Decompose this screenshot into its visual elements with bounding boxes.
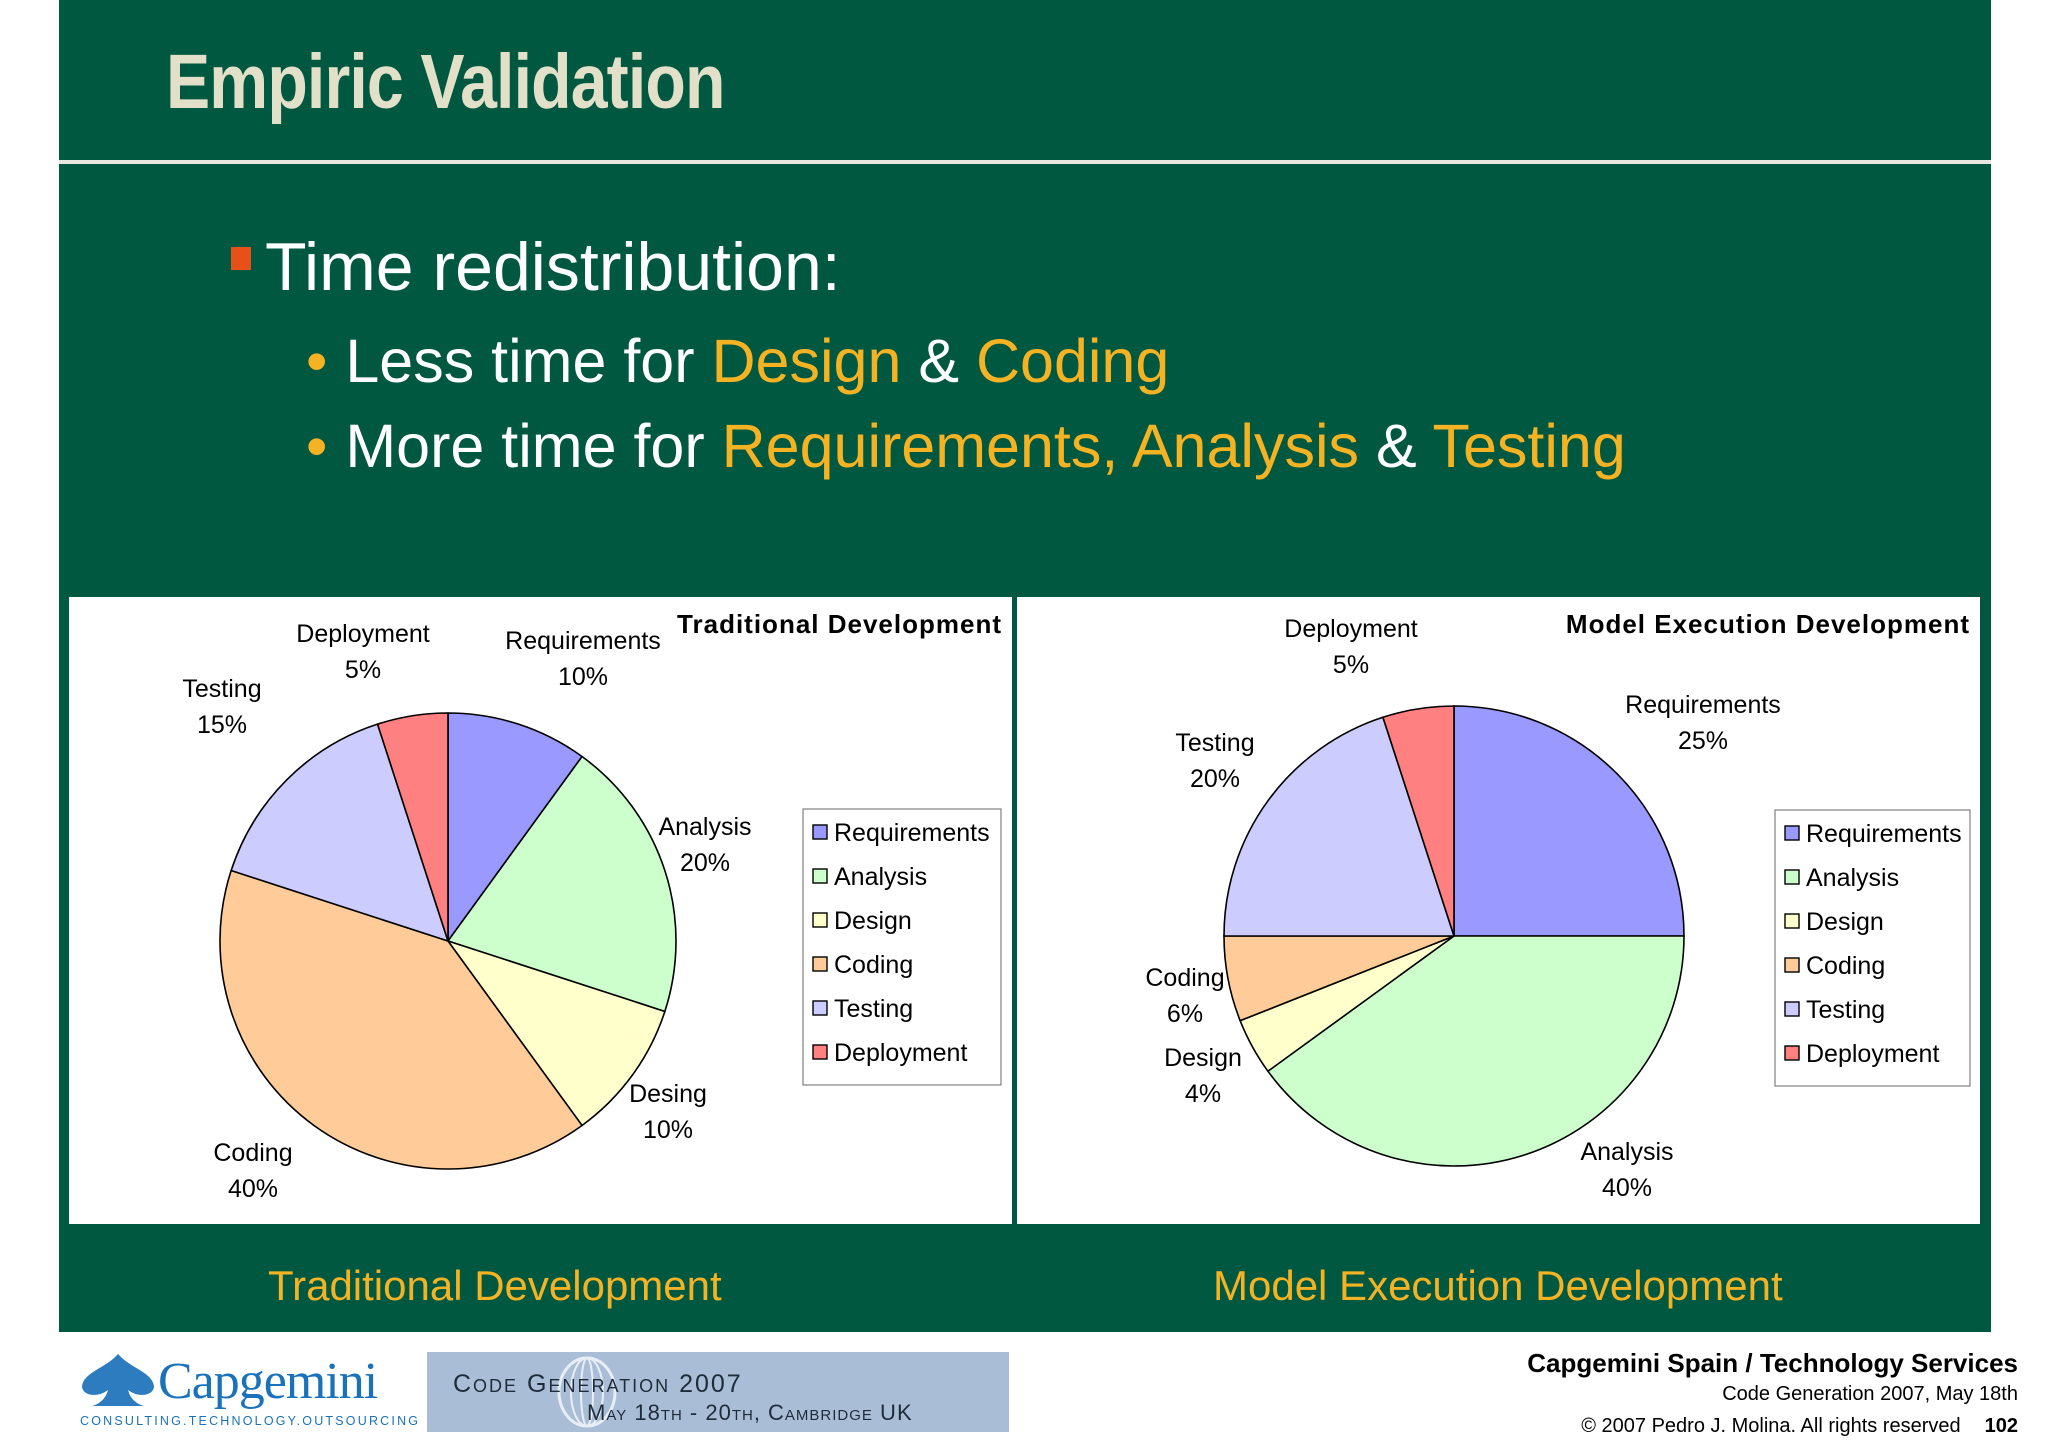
chart-title: Traditional Development: [677, 609, 1002, 639]
legend-swatch-testing: [1784, 1001, 1800, 1017]
slice-value-testing: 15%: [197, 711, 247, 739]
slide-title: Empiric Validation: [166, 39, 725, 125]
legend-label-requirements: Requirements: [1806, 820, 1962, 848]
chart-panel-traditional: Requirements 10% Analysis 20% Desing 10% Codin…: [69, 597, 1012, 1224]
legend-swatch-deployment: [812, 1044, 828, 1060]
legend-label-coding: Coding: [1806, 952, 1885, 980]
slide: Empiric Validation Time redistribution: …: [59, 0, 1991, 1332]
legend-swatch-deployment: [1784, 1045, 1800, 1061]
slice-label-design: Desing: [629, 1080, 707, 1108]
pie-slice-requirements: [447, 712, 584, 944]
slice-label-coding: Coding: [1145, 964, 1224, 992]
slice-value-analysis: 40%: [1602, 1174, 1652, 1202]
legend-label-analysis: Analysis: [834, 863, 927, 891]
legend-label-deployment: Deployment: [1806, 1040, 1939, 1068]
pie-slice-coding: [219, 869, 584, 1170]
legend-box: [802, 808, 1002, 1086]
bullet-dot-icon: •: [306, 412, 328, 480]
slice-label-testing: Testing: [1175, 729, 1254, 757]
slice-label-analysis: Analysis: [658, 813, 751, 841]
legend-label-testing: Testing: [1806, 996, 1885, 1024]
slice-value-testing: 20%: [1190, 765, 1240, 793]
caption-traditional: Traditional Development: [268, 1262, 722, 1309]
chart-panel-model-execution: Requirements 25% Analysis 40% Design 4% Coding…: [1017, 597, 1980, 1224]
legend-label-design: Design: [834, 907, 912, 935]
slice-label-deployment: Deployment: [1284, 615, 1417, 643]
pie-slice-testing: [1223, 716, 1456, 937]
chart-title: Model Execution Development: [1566, 609, 1970, 639]
legend-label-requirements: Requirements: [834, 819, 990, 847]
banner-dates: May 18th - 20th, Cambridge UK: [587, 1400, 913, 1425]
sub-bullet-2-prefix: More time for: [345, 412, 722, 480]
sub-bullet-1-highlight-2: Coding: [975, 327, 1170, 395]
square-bullet-icon: [231, 246, 251, 270]
bullet-dot-icon: •: [306, 327, 328, 395]
legend-swatch-testing: [812, 1000, 828, 1016]
legend-label-analysis: Analysis: [1806, 864, 1899, 892]
pie-slice-design: [445, 939, 666, 1127]
legend-swatch-design: [812, 912, 828, 928]
slice-label-testing: Testing: [182, 675, 261, 703]
legend-label-design: Design: [1806, 908, 1884, 936]
sub-bullet-2-mid: &: [1359, 412, 1433, 480]
legend-swatch-analysis: [812, 868, 828, 884]
slice-value-design: 10%: [643, 1116, 693, 1144]
sub-bullet-2-highlight-2: Testing: [1432, 412, 1626, 480]
legend-swatch-design: [1784, 913, 1800, 929]
legend-label-coding: Coding: [834, 951, 913, 979]
sub-bullet-1-mid: &: [901, 327, 976, 395]
legend-swatch-requirements: [1784, 825, 1800, 841]
capgemini-tagline: CONSULTING.TECHNOLOGY.OUTSOURCING: [80, 1414, 421, 1428]
pie-slice-analysis: [446, 755, 677, 1013]
footer-company: Capgemini Spain / Technology Services: [1527, 1348, 2018, 1378]
pie-slice-requirements: [1453, 705, 1685, 937]
banner-title: Code Generation 2007: [453, 1370, 743, 1398]
footer-event: Code Generation 2007, May 18th: [1722, 1383, 2018, 1405]
slice-label-requirements: Requirements: [1625, 691, 1781, 719]
legend-swatch-analysis: [1784, 869, 1800, 885]
slice-value-coding: 6%: [1167, 1000, 1203, 1028]
pie-slice-deployment: [1381, 705, 1455, 937]
slice-label-deployment: Deployment: [296, 620, 429, 648]
pie-chart-model-execution: Requirements 25% Analysis 40% Design 4% Coding…: [1145, 609, 1971, 1202]
slice-value-requirements: 25%: [1678, 727, 1728, 755]
slice-label-design: Design: [1164, 1044, 1242, 1072]
legend-swatch-coding: [812, 956, 828, 972]
capgemini-logo: Capgemini CONSULTING.TECHNOLOGY.OUTSOURC…: [78, 1350, 418, 1430]
main-bullet: Time redistribution:: [231, 228, 841, 306]
legend-label-testing: Testing: [834, 995, 913, 1023]
sub-bullet-1: • Less time for Design & Coding: [306, 326, 1169, 396]
capgemini-logo-text: Capgemini: [158, 1353, 378, 1410]
banner-globe-icon: [557, 1356, 617, 1428]
legend-label-deployment: Deployment: [834, 1039, 967, 1067]
slice-value-deployment: 5%: [345, 656, 381, 684]
pie-chart-traditional: Requirements 10% Analysis 20% Desing 10% Codin…: [182, 609, 1002, 1203]
slice-label-requirements: Requirements: [505, 627, 661, 655]
slice-label-analysis: Analysis: [1580, 1138, 1673, 1166]
slice-value-requirements: 10%: [558, 663, 608, 691]
capgemini-spade-icon: [82, 1354, 154, 1406]
slice-value-analysis: 20%: [680, 849, 730, 877]
pie-slice-analysis: [1266, 935, 1685, 1167]
code-generation-banner: Code Generation 2007 May 18th - 20th, Ca…: [427, 1352, 1009, 1432]
footer-copyright-line: © 2007 Pedro J. Molina. All rights reser…: [1581, 1415, 2018, 1438]
pie-slice-testing: [230, 723, 450, 943]
slice-value-coding: 40%: [228, 1175, 278, 1203]
sub-bullet-1-prefix: Less time for: [345, 327, 712, 395]
legend-swatch-coding: [1784, 957, 1800, 973]
main-bullet-text: Time redistribution:: [265, 229, 841, 305]
sub-bullet-2: • More time for Requirements, Analysis & …: [306, 411, 1626, 481]
legend-swatch-requirements: [812, 824, 828, 840]
slice-value-design: 4%: [1185, 1080, 1221, 1108]
pie-slice-deployment: [376, 712, 449, 942]
title-divider: [59, 160, 1991, 164]
sub-bullet-1-highlight-1: Design: [711, 327, 902, 395]
slice-label-coding: Coding: [213, 1139, 292, 1167]
footer-copyright: © 2007 Pedro J. Molina. All rights reser…: [1581, 1415, 1961, 1437]
sub-bullet-2-highlight-1: Requirements, Analysis: [721, 412, 1360, 480]
page-number: 102: [1984, 1415, 2018, 1437]
legend-box: [1774, 809, 1971, 1087]
slice-value-deployment: 5%: [1333, 651, 1369, 679]
caption-model-execution: Model Execution Development: [1213, 1262, 1783, 1309]
